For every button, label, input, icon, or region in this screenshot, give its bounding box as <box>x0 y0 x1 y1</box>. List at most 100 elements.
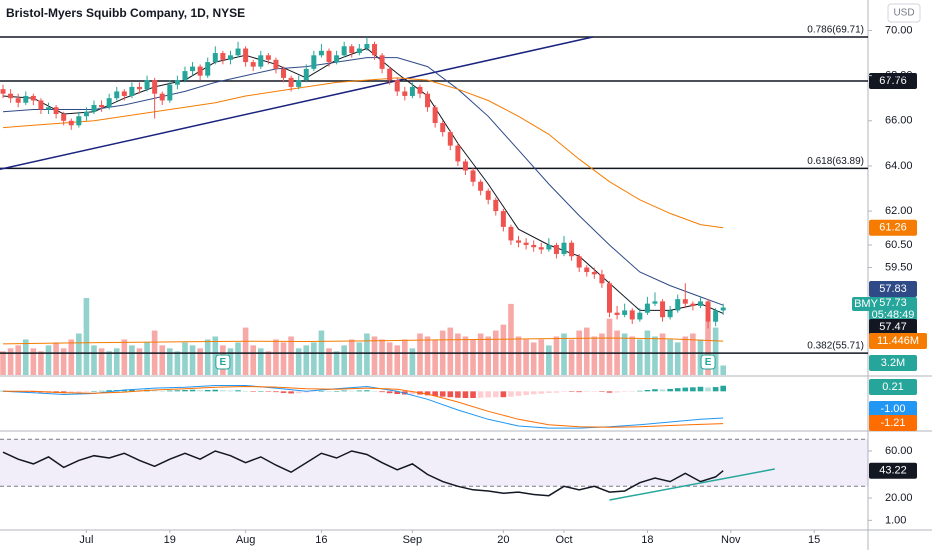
macd-histogram <box>204 390 211 392</box>
volume-bar <box>477 333 484 375</box>
rsi-line <box>2 450 724 497</box>
candle-body <box>387 68 393 81</box>
macd-histogram <box>606 391 613 393</box>
macd-histogram <box>530 391 537 395</box>
volume-bar <box>667 339 673 375</box>
vma-badge-bg <box>869 333 927 349</box>
x-tick-label: 16 <box>315 534 327 546</box>
volume-bar <box>348 339 355 375</box>
countdown: 05:48:49 <box>872 309 915 321</box>
macd-histogram <box>348 390 355 392</box>
volume-bar <box>22 339 29 375</box>
axes: 67.76 70.00 68.00 66.00 64.00 62.00 60.50 59.50… <box>79 24 927 546</box>
candle-body <box>417 86 423 94</box>
volume-bar <box>167 348 173 375</box>
volume-bar <box>424 336 431 375</box>
candle-body <box>690 303 696 306</box>
macd-histogram <box>637 390 643 392</box>
macd-histogram <box>341 390 347 392</box>
x-tick-label: Nov <box>721 534 741 546</box>
volume-bar <box>273 339 279 375</box>
ma-badge-bg <box>869 219 917 236</box>
volume-bar <box>591 336 598 375</box>
candle-body <box>61 114 67 121</box>
candle-body <box>485 190 491 200</box>
volume-bar <box>121 339 128 375</box>
ma-badge: 57.47 <box>879 321 907 333</box>
currency[interactable]: USD <box>893 8 914 19</box>
candle-body <box>584 267 590 273</box>
candle-body <box>220 53 226 60</box>
volume-bar <box>98 348 105 375</box>
candle-body <box>265 55 271 60</box>
candle-body <box>326 50 332 63</box>
candle-body <box>379 55 385 69</box>
volume-bar <box>371 336 378 375</box>
macd-histogram <box>189 389 196 392</box>
candle-body <box>303 68 309 81</box>
rsi-trend-line <box>609 468 775 501</box>
candle-body <box>660 301 666 318</box>
volume-bar <box>333 351 340 375</box>
candle-body <box>99 104 105 108</box>
volume-bar <box>432 339 438 375</box>
candle-body <box>144 80 150 90</box>
candle-body <box>190 66 196 72</box>
volume-bar <box>38 351 44 375</box>
macd-line <box>3 385 724 428</box>
y-tick-label: 60.50 <box>885 239 913 251</box>
volume-bar <box>326 348 332 375</box>
volume-bar <box>652 336 658 375</box>
volume-bar <box>417 333 423 375</box>
volume-bar <box>629 336 636 375</box>
candle-body <box>76 116 82 126</box>
candle-body <box>106 98 112 108</box>
macd-histogram <box>500 391 507 398</box>
volume-bar <box>682 336 689 375</box>
macd-histogram <box>159 391 166 392</box>
candle-body <box>553 244 559 254</box>
volume-bar <box>364 333 370 375</box>
candle-body <box>318 50 324 56</box>
macd-histogram <box>447 391 454 398</box>
volume-bar <box>485 336 492 375</box>
macd-histogram <box>492 391 499 398</box>
ma-badge-bg <box>869 319 917 335</box>
y-tick-label: 66.00 <box>885 115 913 127</box>
macd-hist-badge: 0.21 <box>882 381 903 393</box>
candle-body <box>591 272 597 275</box>
price-pane: 0.786(69.71) 0.618(63.89) 0.382(55.71) E E <box>0 25 868 375</box>
candle-body <box>720 307 726 311</box>
macd-histogram <box>576 391 582 393</box>
volume-bar <box>341 345 347 375</box>
candle-body <box>447 132 453 146</box>
earnings-marker <box>700 354 716 370</box>
candle-body <box>478 181 484 191</box>
volume-bar <box>174 351 181 375</box>
macd-histogram <box>129 389 135 392</box>
macd-histogram <box>311 391 317 392</box>
volume-bar <box>599 333 605 375</box>
macd-histogram <box>508 391 514 397</box>
macd-histogram <box>326 391 332 392</box>
macd-histogram <box>462 391 469 398</box>
macd-histogram <box>333 391 340 392</box>
volume-bar <box>546 345 552 375</box>
candle-body <box>235 48 241 56</box>
volume-bar <box>265 351 272 375</box>
volume-bar <box>76 333 82 375</box>
rsi-band <box>0 439 868 487</box>
volume-bar <box>606 318 613 375</box>
volume-bar <box>288 336 294 375</box>
candle-body <box>114 91 120 99</box>
macd-line-badge-bg <box>869 401 917 417</box>
trend-line <box>0 36 593 171</box>
candle-body <box>576 256 582 268</box>
candle-body <box>622 310 628 315</box>
volume-bar <box>621 333 628 375</box>
macd-histogram <box>242 391 249 392</box>
macd-histogram <box>174 390 181 392</box>
currency-box[interactable] <box>887 3 921 23</box>
candle-body <box>273 59 279 69</box>
x-tick-label: 15 <box>808 534 820 546</box>
